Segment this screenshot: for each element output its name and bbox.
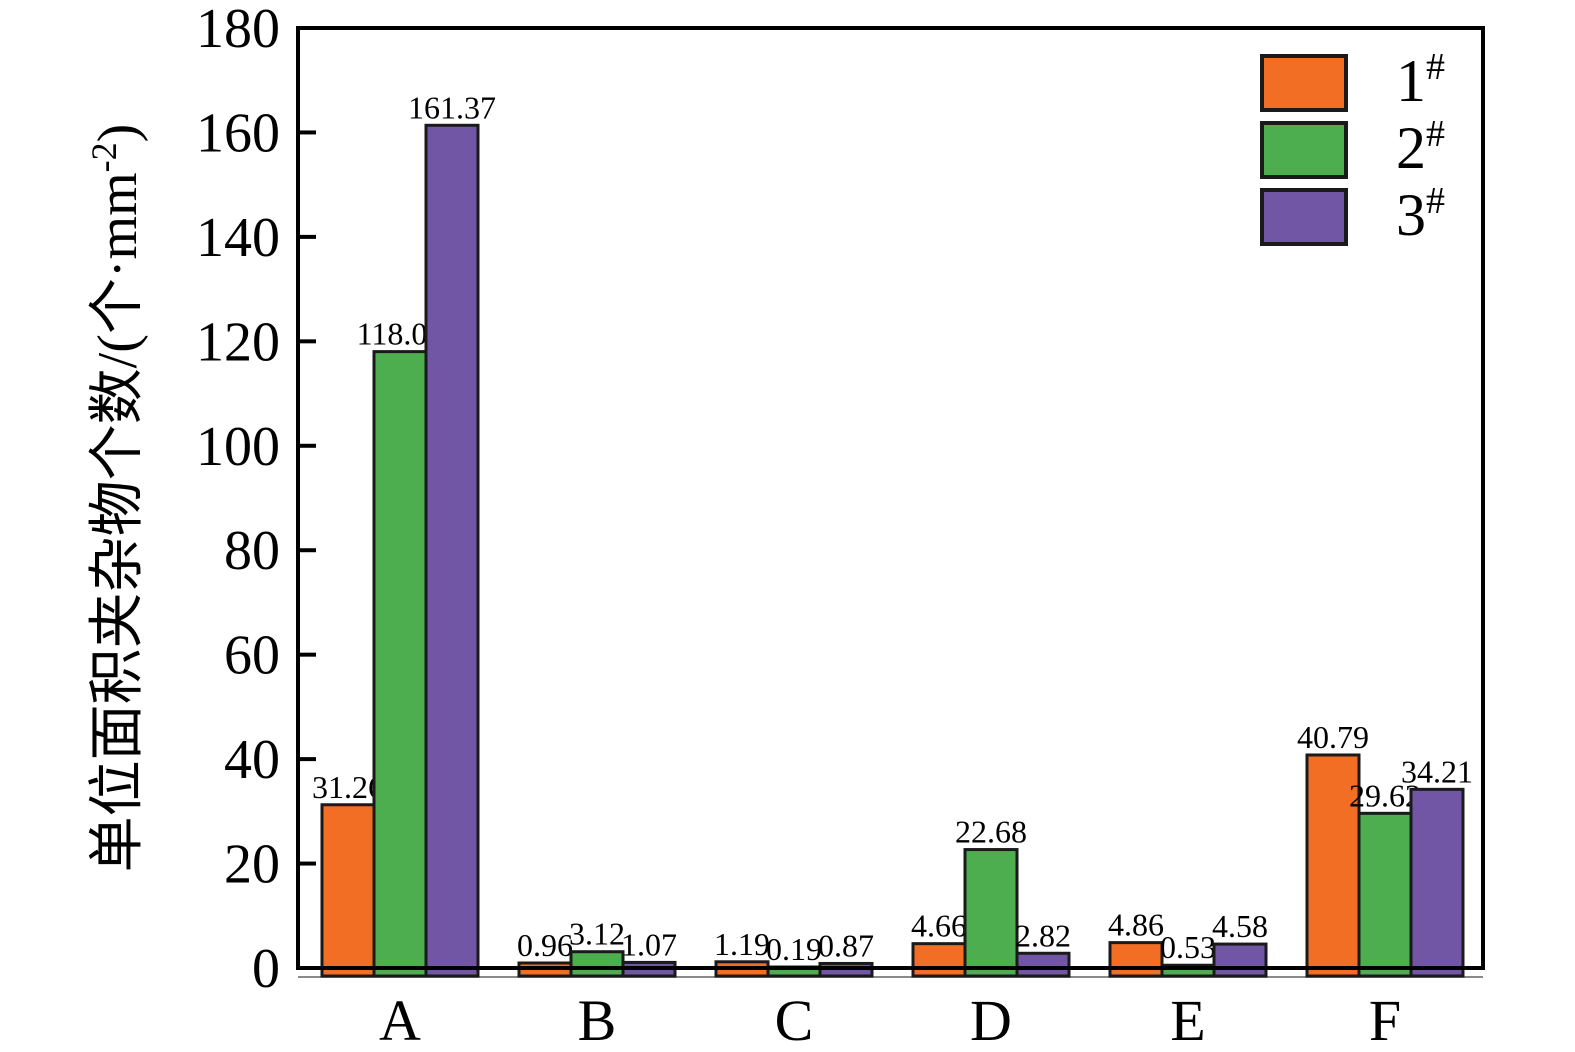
bar-1#-E bbox=[1108, 941, 1164, 978]
bar-2#-B bbox=[569, 950, 625, 978]
bar-3#-F bbox=[1409, 787, 1465, 978]
value-label-1#-E: 4.86 bbox=[1108, 907, 1164, 943]
value-label-2#-F: 29.62 bbox=[1349, 777, 1421, 813]
legend-label-2#: 2# bbox=[1396, 113, 1445, 181]
x-category-label-B: B bbox=[578, 988, 617, 1052]
bar-3#-A bbox=[424, 123, 480, 978]
y-tick-label-60: 60 bbox=[224, 625, 280, 687]
y-tick-label-100: 100 bbox=[196, 416, 280, 478]
y-tick-label-140: 140 bbox=[196, 207, 280, 269]
x-category-label-A: A bbox=[379, 988, 421, 1052]
bar-2#-F bbox=[1357, 811, 1413, 978]
bar-2#-A bbox=[372, 350, 428, 978]
legend-swatch-1# bbox=[1260, 54, 1348, 112]
bar-1#-D bbox=[911, 942, 967, 978]
value-label-3#-C: 0.87 bbox=[818, 927, 874, 963]
legend-swatch-2# bbox=[1260, 121, 1348, 179]
bar-2#-D bbox=[963, 848, 1019, 978]
value-label-1#-B: 0.96 bbox=[517, 927, 573, 963]
value-label-1#-D: 4.66 bbox=[911, 908, 967, 944]
value-label-3#-B: 1.07 bbox=[621, 926, 677, 962]
y-tick-label-160: 160 bbox=[196, 102, 280, 164]
value-label-2#-D: 22.68 bbox=[955, 814, 1027, 850]
bar-3#-E bbox=[1212, 942, 1268, 978]
value-label-2#-E: 0.53 bbox=[1160, 929, 1216, 965]
y-tick-label-0: 0 bbox=[252, 938, 280, 1000]
y-tick-label-40: 40 bbox=[224, 729, 280, 791]
bar-1#-A bbox=[320, 803, 376, 978]
value-label-2#-C: 0.19 bbox=[766, 931, 822, 967]
plot-frame bbox=[296, 26, 1485, 970]
value-label-3#-E: 4.58 bbox=[1212, 908, 1268, 944]
y-tick-label-120: 120 bbox=[196, 311, 280, 373]
x-category-label-F: F bbox=[1369, 988, 1401, 1052]
value-label-2#-B: 3.12 bbox=[569, 916, 625, 952]
value-label-3#-F: 34.21 bbox=[1401, 753, 1473, 789]
y-tick-label-80: 80 bbox=[224, 520, 280, 582]
legend-label-1#: 1# bbox=[1396, 46, 1445, 114]
y-tick-label-180: 180 bbox=[196, 0, 280, 60]
value-label-1#-A: 31.26 bbox=[312, 769, 384, 805]
legend-label-3#: 3# bbox=[1396, 180, 1445, 248]
x-category-label-D: D bbox=[970, 988, 1012, 1052]
y-tick-label-20: 20 bbox=[224, 834, 280, 896]
value-label-3#-A: 161.37 bbox=[408, 89, 496, 125]
value-label-1#-C: 1.19 bbox=[714, 926, 770, 962]
value-label-3#-D: 2.82 bbox=[1015, 917, 1071, 953]
x-category-label-C: C bbox=[775, 988, 814, 1052]
legend-swatch-3# bbox=[1260, 188, 1348, 246]
x-category-label-E: E bbox=[1170, 988, 1205, 1052]
value-label-1#-F: 40.79 bbox=[1297, 719, 1369, 755]
y-axis-title: 单位面积夹杂物个数/(个·mm-2) bbox=[84, 124, 149, 873]
bar-3#-D bbox=[1015, 951, 1071, 978]
